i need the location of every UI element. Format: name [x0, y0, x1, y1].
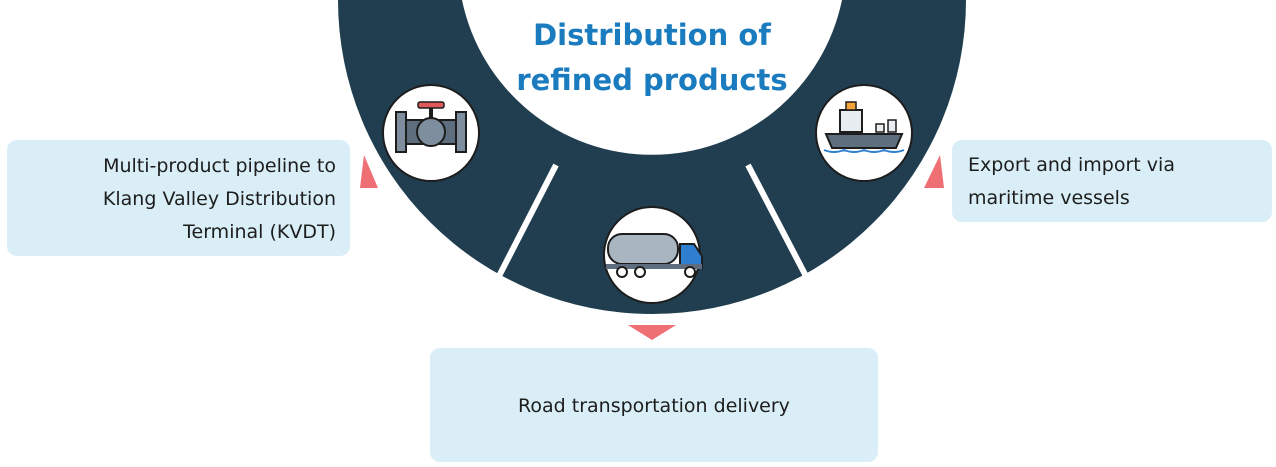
title: Distribution of — [533, 18, 771, 52]
ring — [338, 0, 966, 314]
box-text: maritime vessels — [968, 187, 1130, 209]
text-box — [7, 140, 350, 256]
title: refined products — [516, 63, 787, 97]
box-text: Klang Valley Distribution — [103, 188, 336, 210]
text-box — [430, 348, 878, 462]
box-text: Terminal (KVDT) — [182, 221, 336, 243]
ship-icon — [815, 84, 913, 182]
divider — [745, 163, 811, 282]
truck-icon — [603, 206, 703, 304]
box-text: Export and import via — [968, 154, 1175, 176]
text-box — [952, 140, 1272, 222]
pipeline-icon — [382, 84, 480, 182]
pointer — [628, 325, 676, 340]
divider — [494, 163, 559, 282]
pointer — [360, 155, 378, 188]
box-text: Multi-product pipeline to — [103, 155, 336, 177]
box-text: Road transportation delivery — [518, 395, 790, 417]
pointer — [924, 155, 944, 188]
inner-circle — [462, 0, 842, 155]
